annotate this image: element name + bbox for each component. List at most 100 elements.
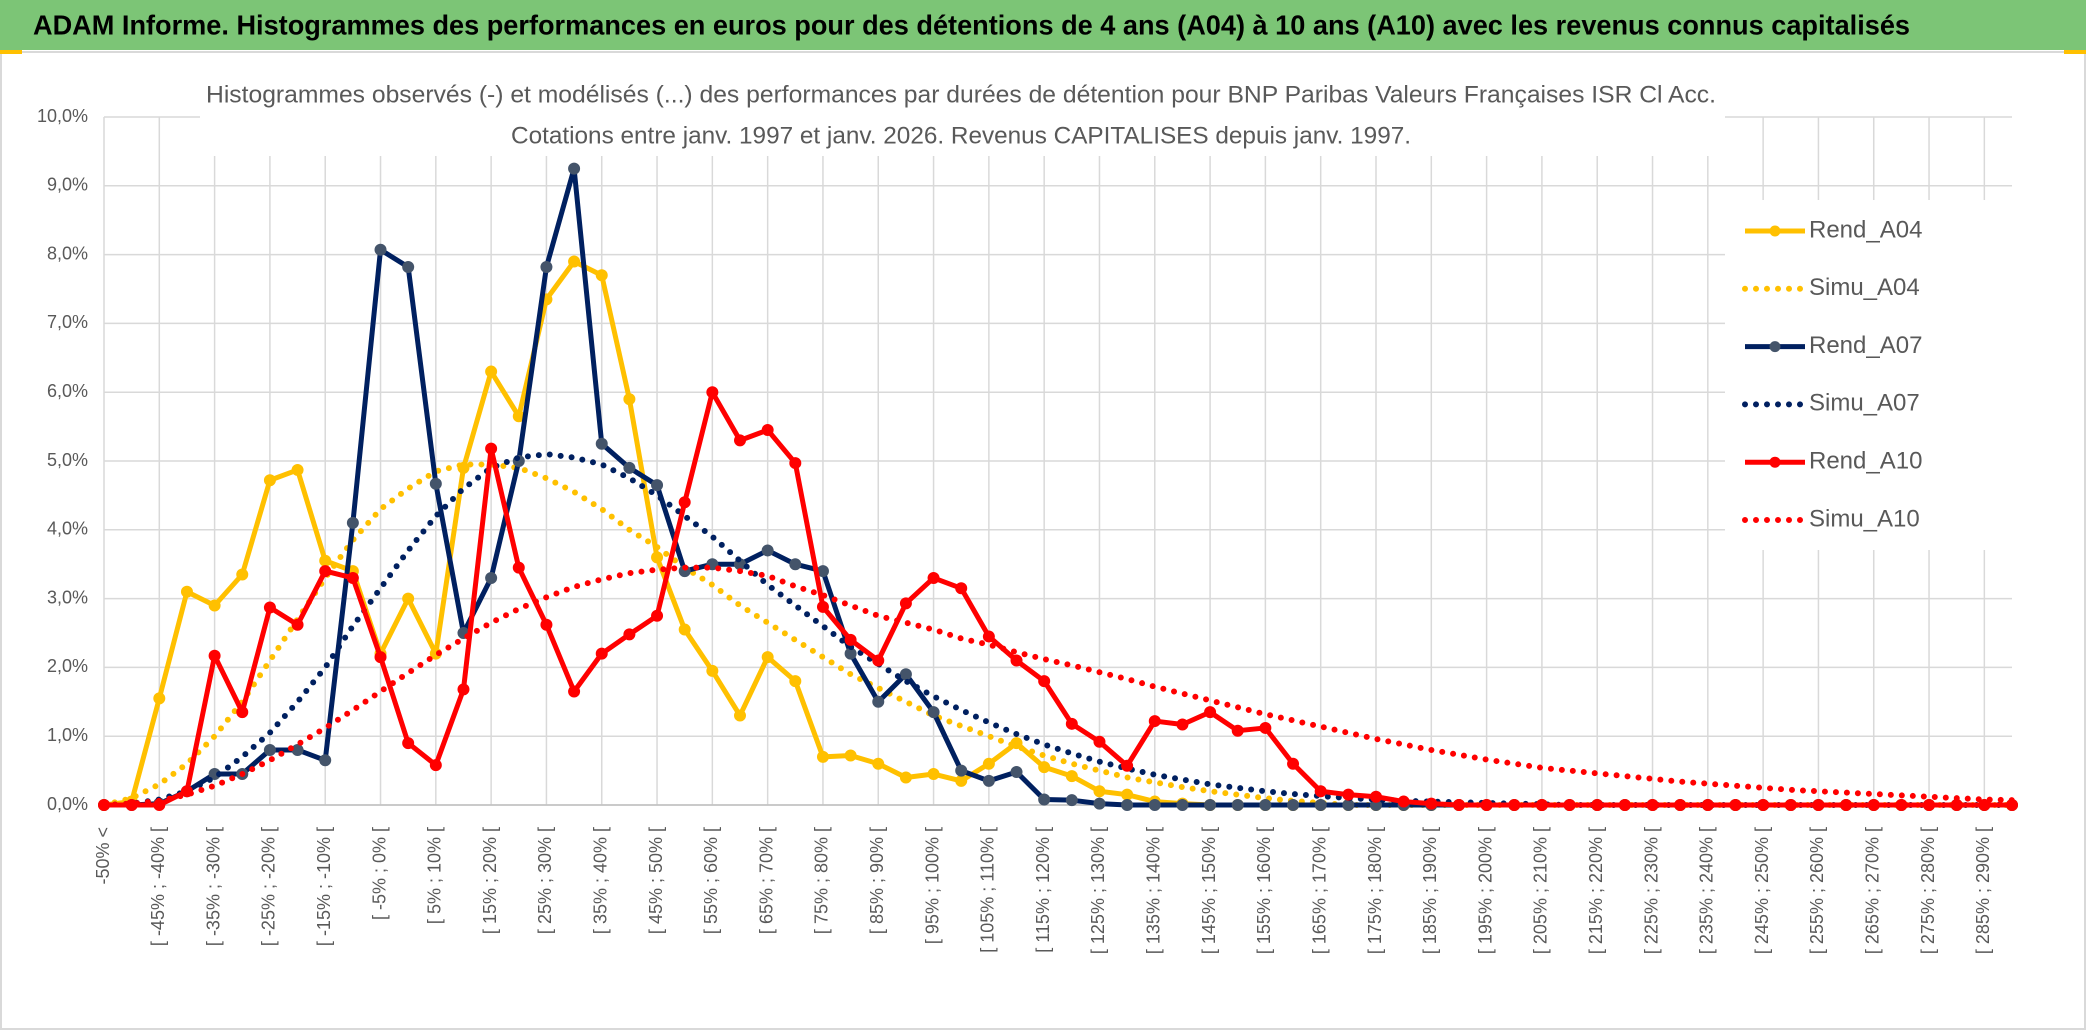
legend: Rend_A04 Simu_A04 Rend_A07 Simu_A07 Rend_A10… — [1725, 200, 2015, 550]
x-tick-label: [ -45% ; -40% [ — [148, 827, 168, 946]
legend-background — [1725, 200, 2015, 550]
data-point — [899, 597, 912, 610]
data-point — [568, 685, 581, 698]
x-tick-label: [ 195% ; 200% [ — [1475, 827, 1495, 954]
data-point — [485, 571, 498, 584]
data-point — [1121, 788, 1134, 801]
y-tick-label: 8,0% — [47, 243, 88, 263]
data-point — [263, 601, 276, 614]
data-point — [872, 695, 885, 708]
legend-label: Rend_A10 — [1809, 448, 1922, 475]
data-point — [1038, 793, 1051, 806]
data-point — [319, 554, 332, 567]
x-tick-label: [ 175% ; 180% [ — [1365, 827, 1385, 954]
data-point — [291, 463, 304, 476]
data-point — [927, 571, 940, 584]
data-point — [1121, 799, 1134, 811]
data-point — [955, 582, 968, 595]
x-tick-label: [ 95% ; 100% [ — [922, 827, 942, 944]
x-tick-label: [ -5% ; 0% [ — [369, 827, 389, 920]
data-point — [982, 757, 995, 770]
data-point — [761, 424, 774, 437]
data-point — [346, 516, 359, 529]
x-tick-label: [ -35% ; -30% [ — [203, 827, 223, 946]
x-tick-label: [ 25% ; 30% [ — [535, 827, 555, 934]
data-point — [1204, 799, 1217, 811]
data-point — [761, 651, 774, 664]
legend-label: Simu_A04 — [1809, 274, 1920, 301]
legend-marker — [1769, 456, 1781, 468]
x-tick-label: [ 155% ; 160% [ — [1254, 827, 1274, 954]
data-point — [1010, 765, 1023, 778]
plot-area — [98, 162, 2018, 811]
data-point — [1093, 797, 1106, 810]
legend-label: Simu_A07 — [1809, 390, 1920, 417]
data-point — [1452, 799, 1465, 811]
x-tick-label: [ 205% ; 210% [ — [1531, 827, 1551, 954]
data-point — [734, 434, 746, 447]
data-point — [1287, 757, 1300, 770]
data-point — [1093, 785, 1106, 798]
data-point — [208, 599, 221, 612]
legend-label: Simu_A10 — [1809, 505, 1920, 532]
y-tick-label: 0,0% — [47, 794, 88, 814]
data-point — [1923, 799, 1936, 811]
y-tick-label: 9,0% — [47, 175, 88, 195]
data-point — [540, 618, 553, 631]
data-point — [1038, 675, 1051, 688]
data-point — [319, 565, 332, 578]
legend-marker — [1769, 225, 1781, 237]
data-point — [706, 386, 719, 399]
data-point — [236, 706, 249, 719]
data-point — [623, 393, 636, 406]
series-line — [104, 389, 2012, 808]
data-point — [1591, 799, 1604, 811]
data-point — [1176, 799, 1189, 811]
x-tick-label: [ 55% ; 60% [ — [701, 827, 721, 934]
data-point — [595, 647, 608, 660]
data-point — [1259, 721, 1272, 734]
data-point — [927, 768, 940, 781]
data-point — [1204, 706, 1217, 719]
data-point — [1231, 724, 1244, 737]
y-tick-label: 10,0% — [37, 106, 88, 126]
data-point — [789, 558, 802, 571]
legend-label: Rend_A04 — [1809, 216, 1922, 243]
data-point — [319, 754, 332, 767]
series-line — [101, 564, 2015, 808]
data-point — [651, 551, 664, 564]
data-point — [263, 474, 276, 487]
data-point — [678, 496, 691, 509]
data-point — [955, 764, 968, 777]
data-point — [291, 743, 304, 756]
data-point — [651, 479, 664, 492]
chart-subtitle: Cotations entre janv. 1997 et janv. 2026… — [511, 122, 1411, 149]
x-tick-label: [ 255% ; 260% [ — [1807, 827, 1827, 954]
data-point — [816, 750, 829, 763]
data-point — [457, 683, 470, 696]
header-title: ADAM Informe. Histogrammes des performan… — [33, 9, 1910, 40]
data-point — [1314, 799, 1327, 811]
data-point — [1121, 759, 1134, 772]
y-tick-label: 7,0% — [47, 312, 88, 332]
x-tick-label: [ 165% ; 170% [ — [1309, 827, 1329, 954]
data-point — [429, 477, 442, 490]
data-point — [429, 759, 442, 772]
data-point — [1508, 799, 1521, 811]
data-point — [789, 675, 802, 688]
x-tick-label: [ 115% ; 120% [ — [1033, 827, 1053, 953]
x-tick-label: [ 285% ; 290% [ — [1973, 827, 1993, 954]
data-point — [485, 365, 498, 378]
x-tick-label: [ 135% ; 140% [ — [1144, 827, 1164, 954]
x-tick-label: [ 65% ; 70% [ — [756, 827, 776, 934]
data-point — [512, 561, 525, 574]
data-point — [1259, 799, 1272, 811]
data-point — [706, 664, 719, 677]
data-point — [623, 628, 636, 641]
data-point — [1231, 799, 1244, 811]
x-tick-label: [ -25% ; -20% [ — [259, 827, 279, 946]
data-point — [402, 592, 415, 605]
data-point — [1950, 799, 1963, 811]
data-point — [1563, 799, 1576, 811]
